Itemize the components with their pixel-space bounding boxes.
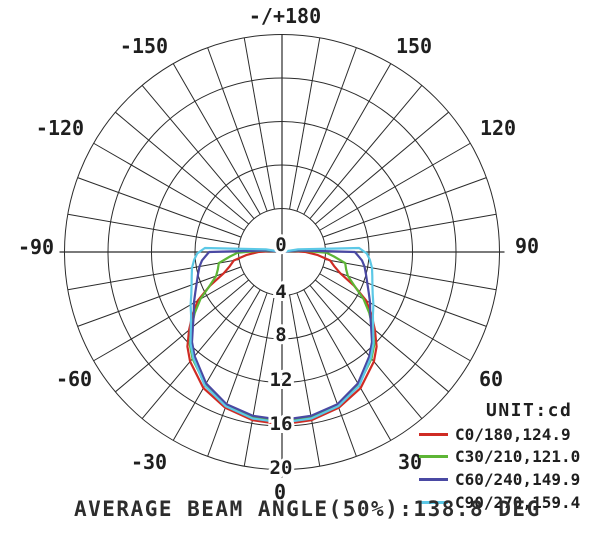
legend-label-c0-180: C0/180,124.9 bbox=[455, 424, 571, 444]
angle-label: -60 bbox=[56, 367, 92, 391]
grid-spoke bbox=[319, 273, 471, 362]
legend-unit-label: UNIT:cd bbox=[486, 400, 573, 421]
grid-spoke bbox=[207, 47, 268, 212]
grid-spoke bbox=[309, 285, 423, 419]
legend-swatch-c30-210 bbox=[419, 455, 448, 459]
grid-spoke bbox=[115, 111, 249, 225]
grid-spoke bbox=[289, 294, 321, 467]
grid-spoke bbox=[309, 85, 423, 219]
legend-row: C60/240,149.9 bbox=[419, 468, 580, 491]
angle-label: 120 bbox=[480, 116, 516, 140]
radial-tick-label: 4 bbox=[275, 281, 286, 303]
radial-tick-label: 16 bbox=[270, 413, 293, 435]
average-beam-angle-text: AVERAGE BEAM ANGLE(50%):138.8 DEG bbox=[74, 497, 541, 521]
grid-spoke bbox=[243, 37, 275, 210]
grid-spoke bbox=[319, 142, 471, 231]
radial-tick-label: 8 bbox=[275, 324, 286, 346]
legend-label-c60-240: C60/240,149.9 bbox=[455, 469, 581, 489]
grid-spoke bbox=[296, 47, 357, 212]
angle-label: 30 bbox=[398, 450, 422, 474]
grid-spoke bbox=[172, 63, 261, 215]
grid-spoke bbox=[93, 273, 245, 362]
legend-row: C30/210,121.0 bbox=[419, 446, 580, 469]
radial-tick-label: 0 bbox=[275, 234, 286, 256]
grid-spoke bbox=[322, 266, 487, 327]
grid-spoke bbox=[243, 294, 275, 467]
angle-label: -30 bbox=[131, 450, 167, 474]
angle-label: 150 bbox=[396, 34, 432, 58]
grid-spoke bbox=[93, 142, 245, 231]
legend-label-c90-270: C90/270,159.4 bbox=[455, 492, 581, 512]
legend-row: C90/270,159.4 bbox=[419, 491, 580, 514]
grid-spoke bbox=[172, 289, 261, 441]
grid-spoke bbox=[207, 292, 268, 457]
grid-spoke bbox=[324, 213, 497, 245]
angle-label: -/+180 bbox=[249, 4, 321, 28]
grid-spoke bbox=[315, 279, 449, 393]
grid-spoke bbox=[289, 37, 321, 210]
series-curve-C60-240 bbox=[190, 249, 374, 422]
grid-spoke bbox=[296, 292, 357, 457]
angle-label: 90 bbox=[515, 234, 539, 258]
grid-spoke bbox=[303, 289, 392, 441]
grid-spoke bbox=[67, 213, 240, 245]
legend-swatch-c0-180 bbox=[419, 432, 448, 436]
angle-label: 0 bbox=[274, 480, 286, 504]
grid-spoke bbox=[315, 111, 449, 225]
radial-tick-label: 20 bbox=[270, 457, 293, 479]
series-curve-C90-270 bbox=[189, 246, 375, 424]
legend-label-c30-210: C30/210,121.0 bbox=[455, 447, 581, 467]
legend-row: C0/180,124.9 bbox=[419, 423, 580, 446]
grid-spoke bbox=[322, 177, 487, 238]
radial-tick-label: 12 bbox=[270, 369, 293, 391]
legend-swatch-c60-240 bbox=[419, 477, 448, 481]
angle-label: -90 bbox=[18, 235, 54, 259]
series-curve-C0-180 bbox=[186, 249, 378, 426]
series-curve-C30-210 bbox=[188, 249, 376, 423]
grid-spoke bbox=[303, 63, 392, 215]
grid-spoke bbox=[77, 266, 242, 327]
grid-spoke bbox=[141, 285, 255, 419]
angle-label: 60 bbox=[479, 367, 503, 391]
legend-swatch-c90-270 bbox=[419, 500, 448, 504]
angle-label: -150 bbox=[120, 34, 168, 58]
grid-spoke bbox=[324, 259, 497, 291]
angle-label: -120 bbox=[36, 116, 84, 140]
grid-spoke bbox=[77, 177, 242, 238]
legend: C0/180,124.9 C30/210,121.0 C60/240,149.9… bbox=[419, 423, 580, 513]
grid-spoke bbox=[141, 85, 255, 219]
grid-spoke bbox=[67, 259, 240, 291]
grid-spoke bbox=[115, 279, 249, 393]
